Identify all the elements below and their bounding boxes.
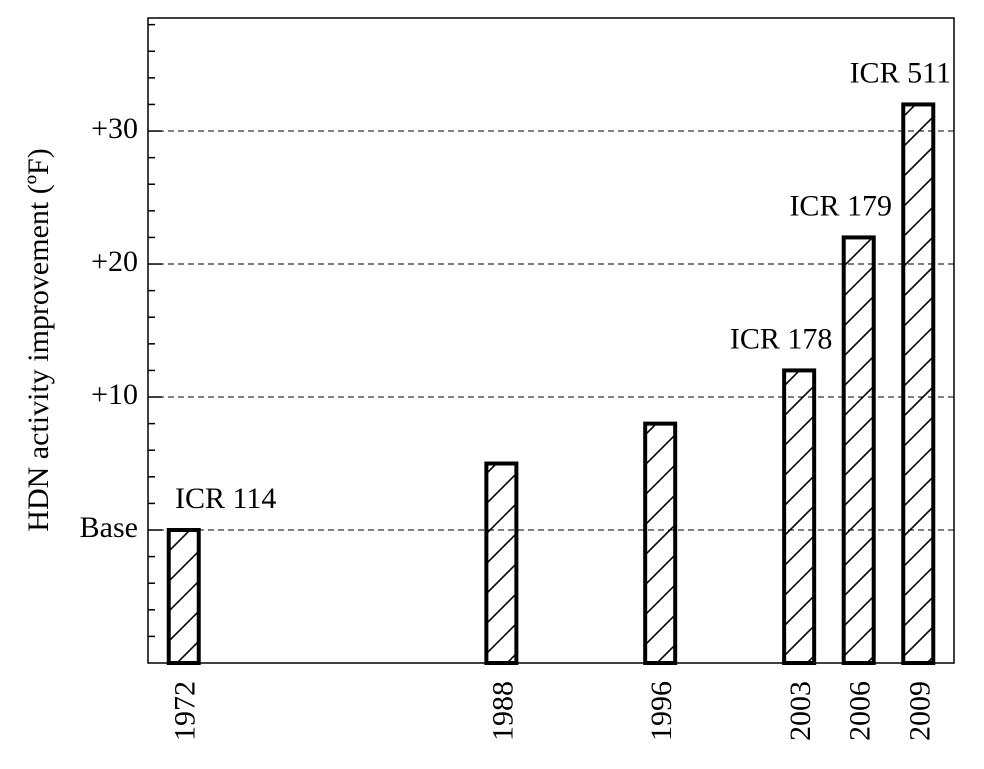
x-tick-label: 1972 [169, 681, 202, 741]
x-tick-label: 2009 [903, 681, 936, 741]
y-tick-label: +20 [91, 245, 138, 278]
x-tick-label: 2006 [844, 681, 877, 741]
plot-frame [147, 17, 955, 664]
y-tick-label: Base [80, 511, 138, 544]
annotation-label: ICR 179 [789, 189, 892, 222]
x-tick-label: 2003 [784, 681, 817, 741]
bar-1972 [166, 528, 201, 665]
y-tick-label: +10 [91, 378, 138, 411]
bar-2006 [841, 235, 876, 665]
bar-2003 [782, 368, 817, 665]
annotation-label: ICR 178 [730, 322, 833, 355]
bar-1996 [643, 421, 678, 665]
x-tick-label: 1988 [486, 681, 519, 741]
bar-1988 [484, 461, 519, 666]
annotation-label: ICR 114 [175, 482, 276, 515]
tick-layer [148, 23, 162, 638]
bar-2009 [901, 102, 936, 665]
bar-layer [166, 102, 936, 666]
y-tick-label: +30 [91, 112, 138, 145]
grid-layer [148, 130, 954, 531]
annotation-label: ICR 511 [850, 56, 951, 89]
label-layer: Base +10 +20 +30 1972 1988 1996 2003 2006 2009 ICR… [80, 56, 951, 741]
x-tick-label: 1996 [645, 681, 678, 741]
y-axis-label: HDN activity improvement (ºF) [22, 148, 55, 531]
